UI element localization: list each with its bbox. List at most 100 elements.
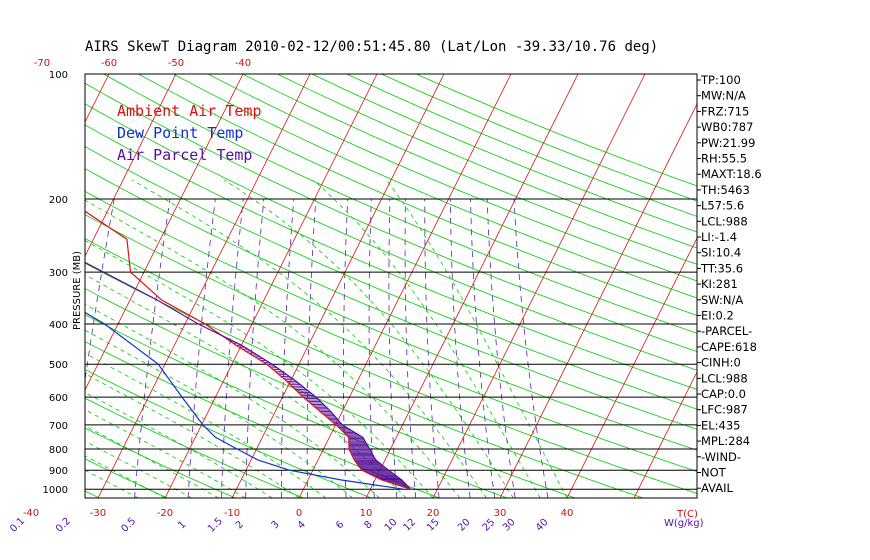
y-axis-label: PRESSURE (MB) bbox=[72, 251, 83, 330]
isotherm-line bbox=[298, 74, 512, 498]
dry-adiabat-line bbox=[277, 74, 697, 249]
mixing-ratio-tick-label: 12 bbox=[401, 517, 418, 534]
moist-adiabat-line bbox=[85, 391, 273, 498]
bottom-temp-tick-label: -30 bbox=[90, 508, 106, 519]
dry-adiabat-line bbox=[85, 214, 697, 472]
dry-adiabat-line bbox=[85, 397, 304, 498]
pressure-tick-label: 1000 bbox=[43, 485, 68, 496]
info-item: MAXT:18.6 bbox=[701, 167, 762, 181]
top-temp-tick-label: -70 bbox=[34, 58, 50, 69]
dry-adiabat-line bbox=[103, 74, 697, 334]
dry-adiabat-line bbox=[85, 238, 697, 494]
pressure-tick-label: 700 bbox=[49, 421, 68, 432]
dry-adiabat-line bbox=[415, 74, 697, 187]
mixing-ratio-tick-label: 8 bbox=[362, 519, 374, 531]
isotherm-line bbox=[231, 74, 445, 498]
info-item: RH:55.5 bbox=[701, 152, 747, 166]
info-item: MW:N/A bbox=[701, 89, 746, 103]
mixing-ratio-tick-label: 10 bbox=[383, 517, 400, 534]
info-item: LFC:987 bbox=[701, 403, 748, 417]
legend-entry: Dew Point Temp bbox=[117, 124, 243, 142]
info-item: PW:21.99 bbox=[701, 136, 755, 150]
pressure-tick-label: 900 bbox=[49, 466, 68, 477]
info-item: AVAIL bbox=[701, 481, 734, 495]
moist-adiabat-line bbox=[85, 303, 380, 498]
dry-adiabat-line bbox=[85, 190, 697, 451]
isotherm-line bbox=[85, 74, 110, 123]
top-temp-tick-label: -40 bbox=[235, 58, 251, 69]
mixing-ratio-line bbox=[245, 198, 265, 498]
info-item: NOT bbox=[701, 466, 727, 480]
pressure-tick-label: 200 bbox=[49, 195, 68, 206]
dry-adiabat-line bbox=[207, 74, 697, 282]
info-item: -WIND- bbox=[701, 450, 741, 464]
mixing-ratio-tick-label: 15 bbox=[425, 517, 442, 534]
dry-adiabat-line bbox=[85, 103, 697, 371]
mixing-ratio-tick-label: 25 bbox=[481, 517, 498, 534]
dry-adiabat-line bbox=[346, 74, 697, 217]
series-line bbox=[85, 261, 412, 490]
moist-adiabat-line bbox=[313, 179, 541, 498]
moist-adiabat-line bbox=[224, 179, 514, 498]
pressure-tick-label: 100 bbox=[49, 70, 68, 81]
info-item: TH:5463 bbox=[700, 183, 750, 197]
moist-adiabat-line bbox=[85, 469, 139, 498]
info-item: TT:35.6 bbox=[700, 261, 743, 275]
mixing-ratio-tick-label: 30 bbox=[501, 517, 518, 534]
mixing-ratio-line bbox=[404, 198, 417, 498]
isotherm-line bbox=[97, 74, 311, 498]
dry-adiabat-line bbox=[138, 74, 697, 316]
bottom-temp-tick-label: -40 bbox=[23, 508, 39, 519]
bottom-temp-tick-label: 0 bbox=[296, 508, 302, 519]
isotherm-line bbox=[164, 74, 378, 498]
isotherm-line bbox=[499, 103, 697, 498]
mixing-ratio-tick-label: 3 bbox=[269, 519, 281, 531]
moist-adiabat-line bbox=[85, 373, 300, 498]
mixing-ratio-lines bbox=[85, 198, 549, 498]
mixing-ratio-tick-label: 40 bbox=[534, 517, 551, 534]
mixing-ratio-tick-label: 6 bbox=[334, 519, 346, 531]
isotherm-line bbox=[432, 74, 646, 498]
mixing-ratio-tick-label: 20 bbox=[456, 517, 473, 534]
isotherms bbox=[85, 74, 697, 498]
isotherm-line bbox=[365, 74, 579, 498]
moist-adiabat-line bbox=[85, 274, 407, 498]
dry-adiabat-line bbox=[311, 74, 697, 233]
mixing-ratio-tick-label: 1 bbox=[176, 519, 188, 531]
mixing-ratio-line bbox=[280, 198, 295, 498]
isotherm-line bbox=[633, 371, 697, 498]
info-item: CAPE:618 bbox=[701, 340, 757, 354]
chart-title: AIRS SkewT Diagram 2010-02-12/00:51:45.8… bbox=[85, 39, 658, 55]
info-item: TP:100 bbox=[700, 73, 741, 87]
info-item: CINH:0 bbox=[701, 356, 741, 370]
info-item: LI:-1.4 bbox=[701, 230, 737, 244]
plot-frame bbox=[84, 73, 698, 499]
info-item: MPL:284 bbox=[701, 434, 750, 448]
mixing-ratio-line bbox=[486, 198, 516, 498]
mixing-ratio-line bbox=[424, 199, 440, 498]
moist-adiabat-line bbox=[85, 199, 461, 498]
mixing-ratio-tick-label: 2 bbox=[234, 519, 246, 531]
info-item: KI:281 bbox=[701, 277, 738, 291]
info-item: SI:10.4 bbox=[701, 246, 741, 260]
mixing-ratio-line bbox=[306, 198, 317, 498]
moist-adiabat-line bbox=[85, 409, 246, 498]
info-item: L57:5.6 bbox=[701, 199, 744, 213]
info-item: SW:N/A bbox=[701, 293, 743, 307]
series-line bbox=[85, 210, 411, 490]
info-item: LCL:988 bbox=[701, 371, 748, 385]
mixing-ratio-line bbox=[449, 198, 471, 498]
info-item: EL:435 bbox=[701, 418, 741, 432]
bottom-temp-tick-label: 20 bbox=[427, 508, 440, 519]
info-item: WB0:787 bbox=[701, 120, 753, 134]
dry-adiabat-line bbox=[242, 74, 697, 265]
pressure-tick-label: 400 bbox=[49, 320, 68, 331]
info-item: EI:0.2 bbox=[701, 309, 734, 323]
dry-adiabat-line bbox=[85, 369, 372, 498]
isobars bbox=[85, 74, 697, 490]
series-line bbox=[85, 311, 404, 490]
moist-adiabat-line bbox=[85, 440, 192, 498]
